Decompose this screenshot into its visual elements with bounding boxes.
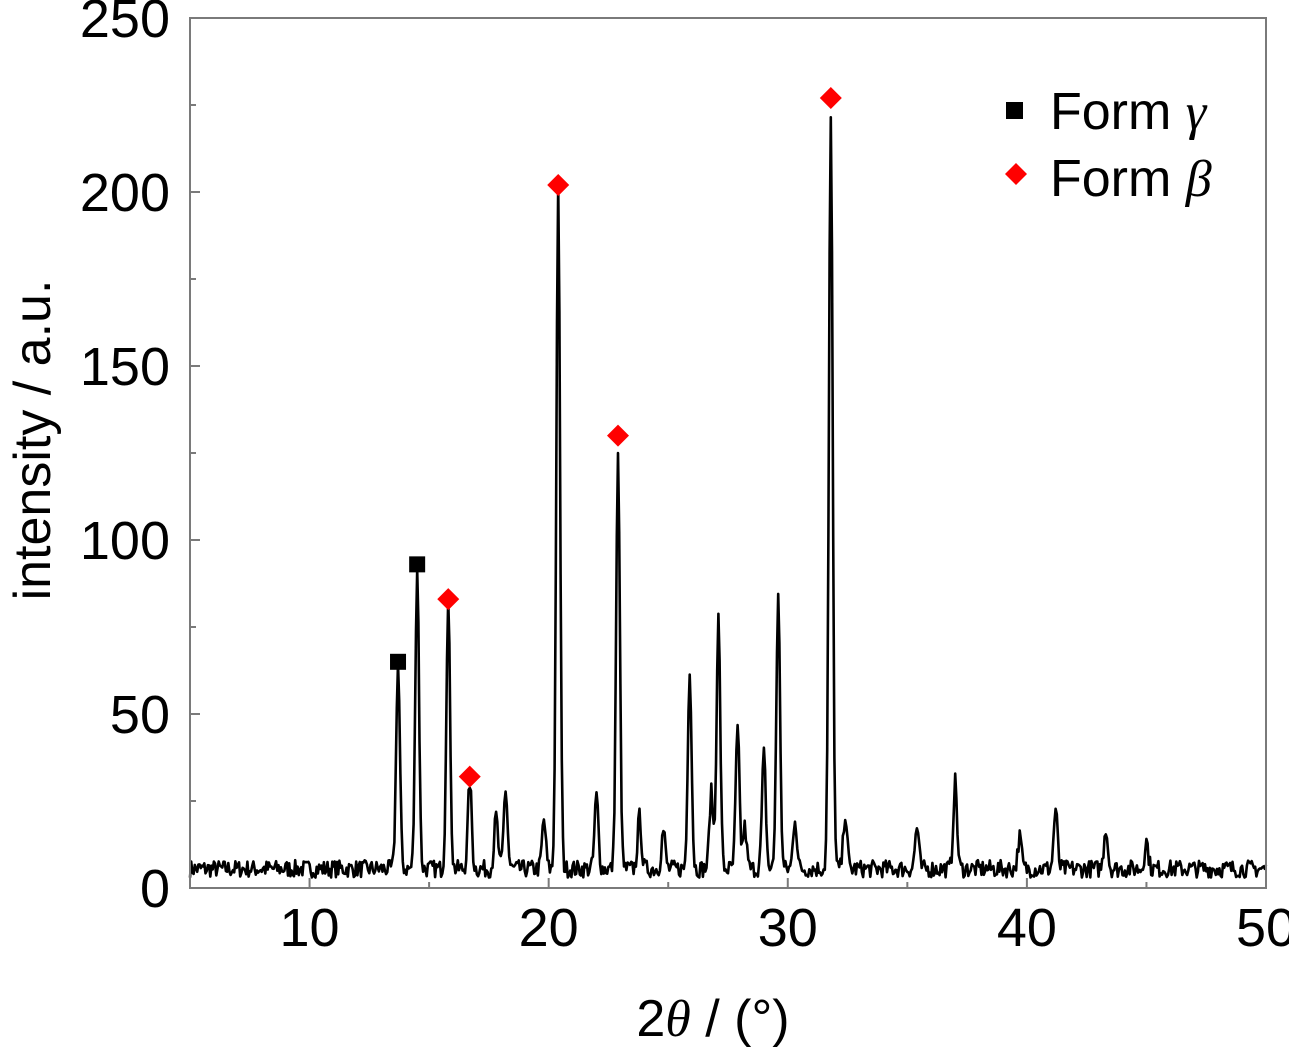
y-tick-label: 50 <box>110 685 170 745</box>
xrd-trace-line <box>188 116 1268 879</box>
legend-diamond-marker <box>1005 163 1027 185</box>
x-tick-label: 30 <box>758 898 818 958</box>
y-tick-label: 150 <box>80 337 170 397</box>
form-beta-marker-4 <box>547 174 570 197</box>
form-beta-marker-6 <box>819 87 842 110</box>
x-tick-label: 40 <box>997 898 1057 958</box>
plot-layer <box>188 87 1268 879</box>
y-axis-title: intensity / a.u. <box>4 280 62 601</box>
legend-square-marker <box>1006 102 1023 119</box>
x-tick-label: 20 <box>519 898 579 958</box>
axis-ticks: 10 20 30 40 50 0 50 100 150 200 250 <box>80 0 1289 958</box>
form-gamma-marker-1 <box>409 556 426 573</box>
y-tick-label: 100 <box>80 511 170 571</box>
legend-item-form-gamma: Form γ <box>1006 83 1208 141</box>
form-beta-marker-2 <box>437 588 460 611</box>
legend-label-form-beta: Form β <box>1050 150 1212 208</box>
form-beta-marker-3 <box>458 765 481 788</box>
y-tick-label: 0 <box>140 859 170 919</box>
legend-item-form-beta: Form β <box>1005 150 1212 208</box>
x-axis-title: 2θ / (°) <box>636 990 789 1048</box>
legend-label-form-gamma: Form γ <box>1050 83 1208 141</box>
y-tick-label: 200 <box>80 163 170 223</box>
form-gamma-marker-0 <box>390 653 407 670</box>
legend: Form γ Form β <box>1005 83 1212 208</box>
x-tick-label: 10 <box>280 898 340 958</box>
form-beta-marker-5 <box>607 424 630 447</box>
y-tick-label: 250 <box>80 0 170 49</box>
x-tick-label: 50 <box>1236 898 1289 958</box>
